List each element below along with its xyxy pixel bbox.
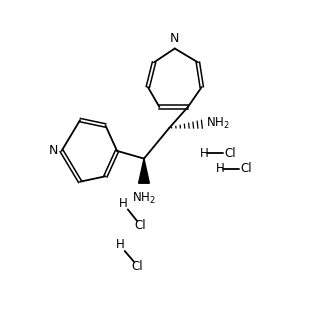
Text: Cl: Cl xyxy=(131,260,143,273)
Text: H: H xyxy=(216,162,224,175)
Text: Cl: Cl xyxy=(134,219,146,232)
Text: N: N xyxy=(49,145,59,157)
Text: H: H xyxy=(116,238,124,251)
Text: Cl: Cl xyxy=(240,162,252,175)
Text: N: N xyxy=(170,32,180,45)
Text: H: H xyxy=(200,147,209,160)
Text: NH$_2$: NH$_2$ xyxy=(132,191,156,206)
Text: Cl: Cl xyxy=(225,147,236,160)
Text: NH$_2$: NH$_2$ xyxy=(206,116,230,131)
Polygon shape xyxy=(138,159,149,183)
Text: H: H xyxy=(119,197,127,210)
